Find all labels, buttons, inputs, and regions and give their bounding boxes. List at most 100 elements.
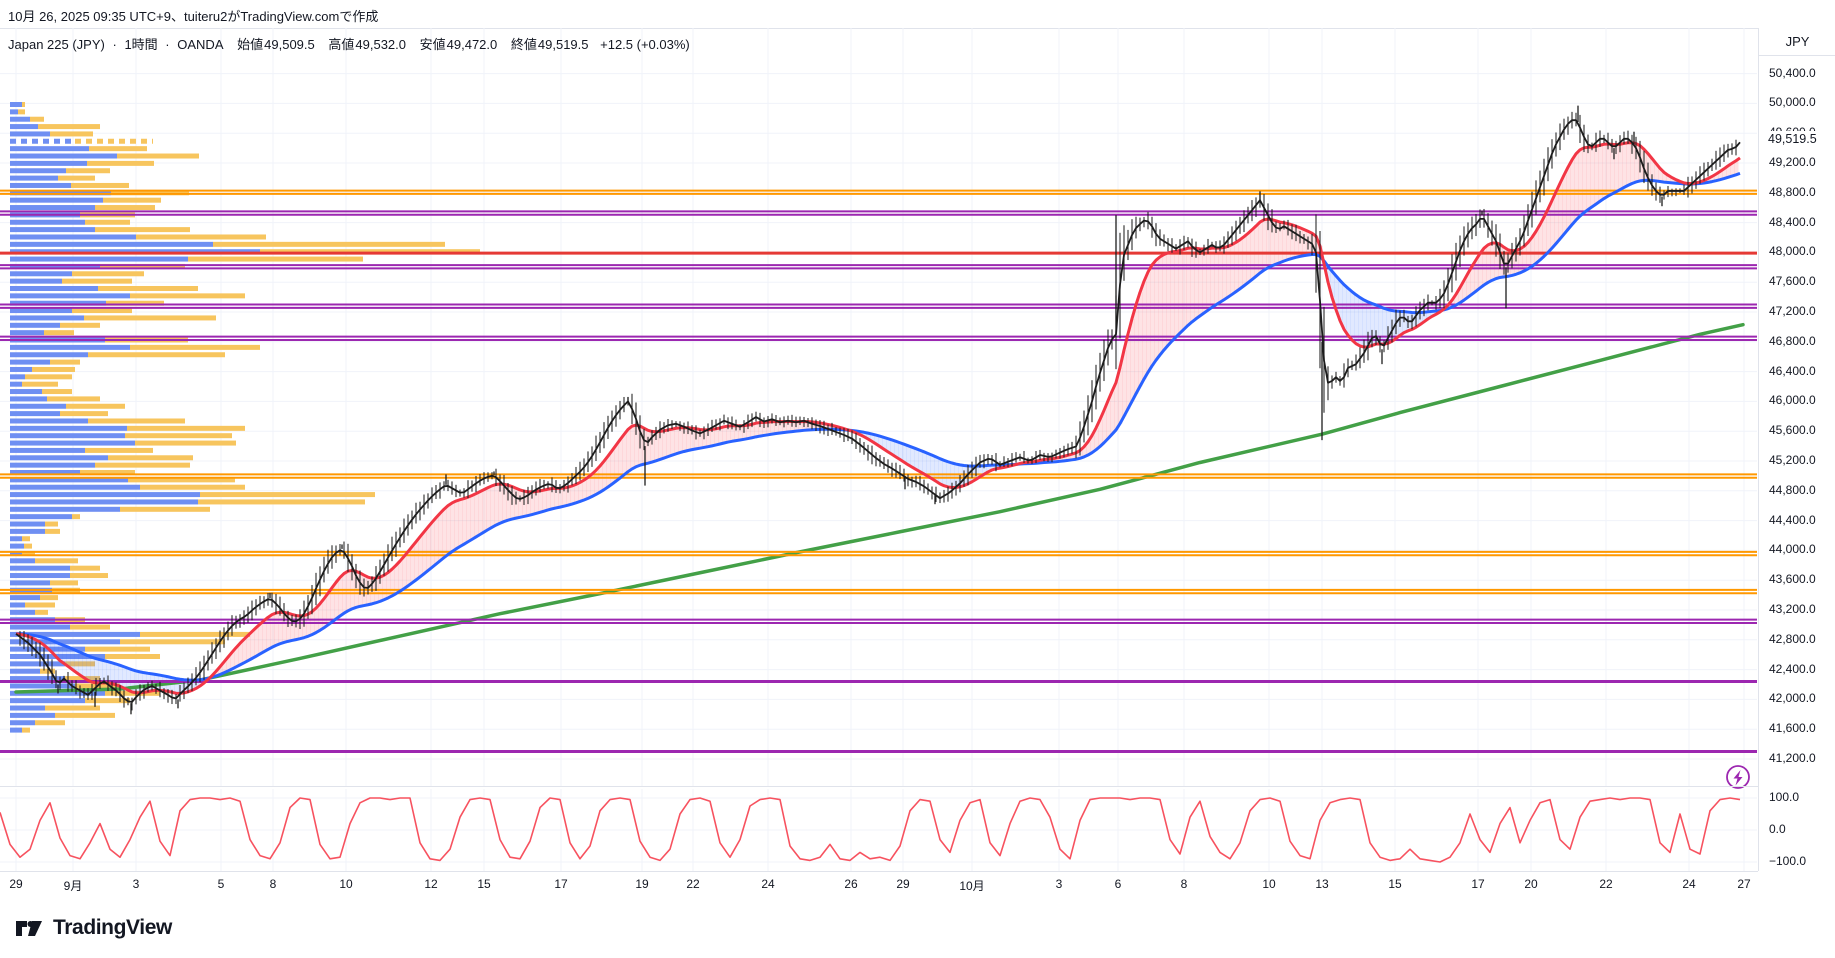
- ma-cloud-fill: [1722, 168, 1727, 179]
- chart-legend[interactable]: Japan 225 (JPY) · 1時間 · OANDA 始値49,509.5…: [8, 34, 694, 53]
- volume-profile-row: [45, 705, 100, 711]
- ma-cloud-fill: [98, 659, 103, 683]
- ma-cloud-fill: [1626, 142, 1631, 186]
- volume-profile-row: [10, 403, 66, 409]
- ma-cloud-fill: [774, 421, 779, 434]
- ma-fast-line[interactable]: [15, 141, 1741, 695]
- ma-cloud-fill: [898, 442, 903, 460]
- price-tick: 47,200.0: [1769, 304, 1816, 318]
- volume-profile-row: [10, 396, 47, 402]
- ma-cloud-fill: [594, 470, 599, 495]
- volume-profile-row: [10, 698, 85, 704]
- volume-profile-row: [10, 131, 50, 137]
- ma-cloud-fill: [1334, 275, 1339, 310]
- price-tick: 47,600.0: [1769, 274, 1816, 289]
- volume-profile-row: [47, 396, 100, 402]
- ma-cloud-fill: [1338, 280, 1343, 321]
- ma-cloud-fill: [710, 429, 715, 446]
- ma-cloud-fill: [1126, 333, 1131, 409]
- time-axis[interactable]: 29 9月 3 5 8 10 12 15 17 19 22 24 26 29 10月 3 6 8 10 13 15 17 2…: [0, 871, 1758, 898]
- volume-profile-row: [10, 433, 125, 439]
- tradingview-logo[interactable]: TradingView: [14, 913, 172, 943]
- volume-profile-row: [22, 550, 35, 556]
- ma-cloud-fill: [1254, 226, 1259, 277]
- pane-divider[interactable]: [0, 786, 1835, 787]
- volume-profile-row: [105, 654, 160, 659]
- ma-cloud-fill: [870, 434, 875, 442]
- ma-long-line[interactable]: [14, 322, 1745, 694]
- ma-cloud-fill: [270, 614, 275, 648]
- ma-cloud-fill: [1270, 219, 1275, 266]
- interval-label[interactable]: 1時間: [124, 37, 158, 52]
- volume-profile-row: [10, 146, 89, 152]
- ma-cloud-fill: [1714, 174, 1719, 181]
- ma-slow-line[interactable]: [15, 171, 1741, 682]
- volume-profile-row: [32, 366, 75, 372]
- volume-profile-row: [18, 109, 25, 115]
- volume-profile-row: [100, 263, 185, 269]
- ma-cloud-fill: [118, 665, 123, 687]
- ma-cloud-fill: [38, 636, 43, 643]
- ma-cloud-fill: [1486, 244, 1491, 283]
- volume-profile-row: [45, 528, 60, 534]
- price-tick: 44,800.0: [1769, 482, 1816, 497]
- chart-frame: [0, 28, 1834, 897]
- main-pane[interactable]: [0, 28, 1757, 786]
- ma-cloud-fill: [1122, 350, 1127, 417]
- ma-cloud-fill: [1654, 163, 1659, 181]
- ma-cloud-fill: [462, 498, 467, 545]
- ma-cloud-fill: [686, 427, 691, 451]
- ma-cloud-fill: [538, 490, 543, 513]
- ma-cloud-fill: [978, 465, 983, 477]
- oscillator-line[interactable]: [0, 797, 1741, 863]
- ma-cloud-fill: [430, 522, 435, 568]
- ma-cloud-fill: [406, 551, 411, 586]
- ma-cloud-fill: [46, 638, 51, 649]
- ma-cloud-fill: [1242, 236, 1247, 286]
- volume-profile-row: [10, 558, 35, 564]
- ma-cloud-fill: [1226, 246, 1231, 298]
- price-tick: 46,000.0: [1769, 393, 1816, 408]
- ma-cloud-fill: [1054, 458, 1059, 462]
- currency-label[interactable]: JPY: [1759, 28, 1835, 56]
- ma-cloud-fill: [534, 491, 539, 514]
- volume-profile-row: [10, 381, 22, 387]
- ma-cloud-fill: [82, 653, 87, 678]
- ma-cloud-fill: [1058, 457, 1063, 462]
- ma-cloud-fill: [1274, 220, 1279, 265]
- volume-profile-row: [85, 447, 153, 453]
- ma-cloud-fill: [238, 643, 243, 665]
- volume-profile-row: [10, 639, 120, 645]
- ma-cloud-fill: [450, 502, 455, 552]
- price-axis[interactable]: JPY 50,400.050,000.049,600.049,200.048,8…: [1758, 28, 1835, 871]
- volume-profile-row: [10, 168, 66, 174]
- low-value: 49,472.0: [446, 37, 498, 52]
- volume-profile-row: [10, 573, 70, 579]
- ma-cloud-fill: [730, 425, 735, 442]
- ma-cloud-fill: [1150, 265, 1155, 366]
- price-tick: 46,800.0: [1769, 333, 1816, 348]
- ma-cloud-fill: [1658, 168, 1663, 182]
- boost-lightning-icon[interactable]: [1726, 765, 1750, 789]
- volume-profile-row: [130, 344, 260, 350]
- price-tick: 41,600.0: [1769, 721, 1816, 736]
- volume-profile-row: [95, 462, 190, 468]
- ma-cloud-fill: [882, 437, 887, 450]
- tradingview-logo-text: TradingView: [53, 916, 172, 939]
- last-price-label: 49,519.5: [1759, 131, 1835, 148]
- oscillator-pane[interactable]: [0, 789, 1757, 871]
- ma-cloud-fill: [894, 441, 899, 457]
- ma-cloud-fill: [886, 438, 891, 452]
- price-line: [15, 119, 1741, 703]
- ma-cloud-fill: [170, 677, 175, 693]
- ma-cloud-fill: [1734, 160, 1739, 175]
- time-tick: 9月: [63, 879, 83, 893]
- close-value: 49,519.5: [537, 37, 589, 52]
- ma-cloud-fill: [1578, 149, 1583, 217]
- price-tick: 43,600.0: [1769, 572, 1816, 587]
- ma-cloud-fill: [1522, 246, 1527, 272]
- symbol-name[interactable]: Japan 225 (JPY): [8, 37, 105, 52]
- volume-profile-row: [88, 418, 185, 424]
- ma-cloud-fill: [294, 615, 299, 640]
